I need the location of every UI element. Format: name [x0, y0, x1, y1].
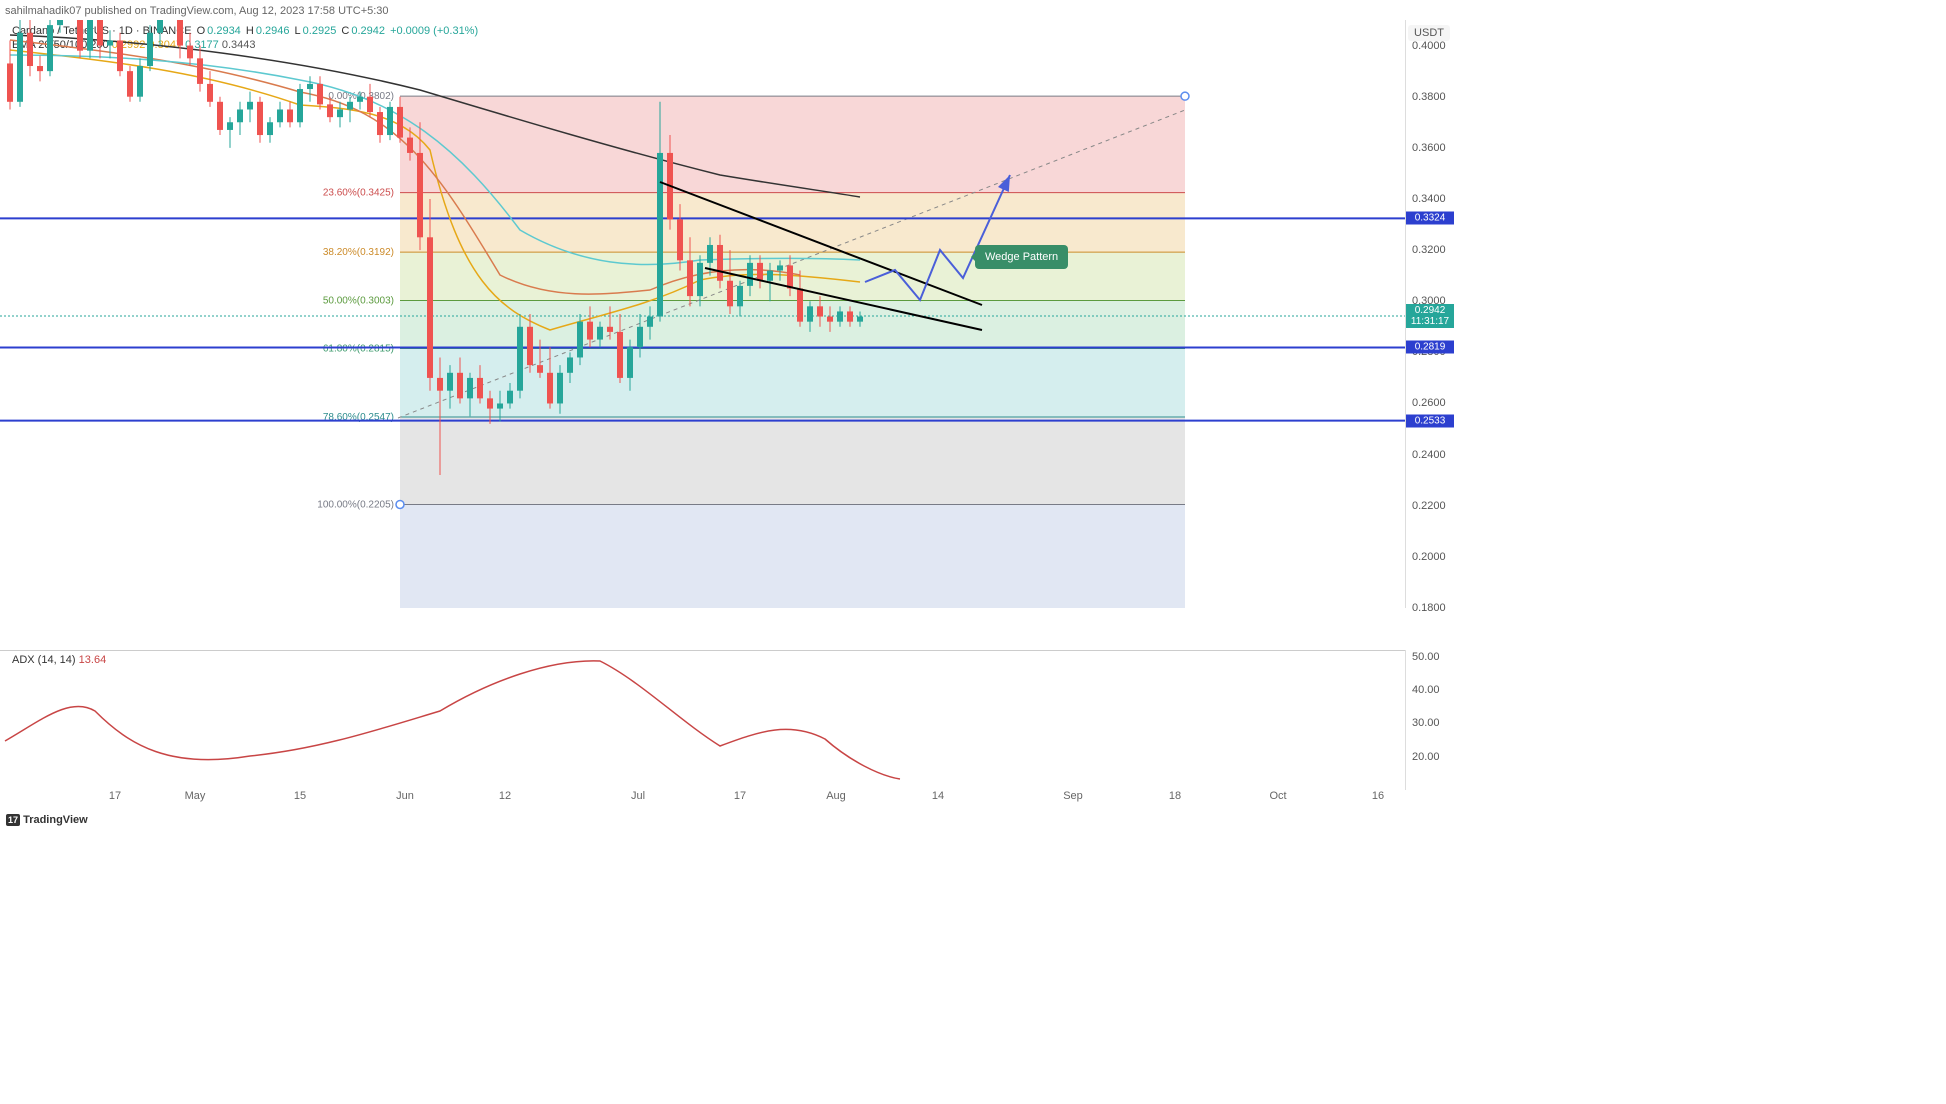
hline-badge: 0.2533 — [1406, 414, 1454, 427]
x-tick: May — [185, 790, 206, 802]
x-tick: 14 — [932, 790, 944, 802]
adx-y-tick: 20.00 — [1412, 751, 1440, 763]
svg-text:100.00%(0.2205): 100.00%(0.2205) — [317, 499, 394, 510]
tradingview-logo: 17 TradingView — [6, 814, 88, 826]
y-tick: 0.2600 — [1412, 397, 1446, 409]
x-tick: 17 — [109, 790, 121, 802]
adx-y-axis[interactable]: 50.00 40.00 30.00 20.00 — [1405, 650, 1460, 790]
x-tick: 18 — [1169, 790, 1181, 802]
y-tick: 0.3800 — [1412, 91, 1446, 103]
x-tick: Jul — [631, 790, 645, 802]
adx-y-tick: 40.00 — [1412, 684, 1440, 696]
adx-y-tick: 30.00 — [1412, 717, 1440, 729]
wedge-callout: Wedge Pattern — [975, 245, 1068, 269]
price-badge: 0.294211:31:17 — [1406, 304, 1454, 328]
y-axis[interactable]: 0.40000.38000.36000.34000.32000.30000.28… — [1405, 20, 1460, 608]
y-tick: 0.3200 — [1412, 244, 1446, 256]
svg-text:61.80%(0.2815): 61.80%(0.2815) — [323, 344, 394, 355]
x-tick: 16 — [1372, 790, 1384, 802]
y-tick: 0.4000 — [1412, 40, 1446, 52]
hline-badge: 0.3324 — [1406, 212, 1454, 225]
hline-badge: 0.2819 — [1406, 341, 1454, 354]
x-axis[interactable]: 17 May 15 Jun 12 Jul 17 Aug 14 Sep 18 Oct 16 — [0, 790, 1405, 808]
svg-text:23.60%(0.3425): 23.60%(0.3425) — [323, 188, 394, 199]
y-tick: 0.2200 — [1412, 500, 1446, 512]
y-tick: 0.1800 — [1412, 602, 1446, 614]
x-tick: Sep — [1063, 790, 1083, 802]
adx-legend: ADX (14, 14) 13.64 — [12, 654, 106, 666]
svg-text:38.20%(0.3192): 38.20%(0.3192) — [323, 247, 394, 258]
svg-text:50.00%(0.3003): 50.00%(0.3003) — [323, 295, 394, 306]
price-chart[interactable]: 0.00%(0.3802)23.60%(0.3425)38.20%(0.3192… — [0, 20, 1405, 608]
x-tick: Jun — [396, 790, 414, 802]
x-tick: 15 — [294, 790, 306, 802]
adx-y-tick: 50.00 — [1412, 651, 1440, 663]
y-tick: 0.2000 — [1412, 551, 1446, 563]
x-tick: Oct — [1269, 790, 1286, 802]
publish-info: sahilmahadik07 published on TradingView.… — [5, 5, 389, 17]
x-tick: 17 — [734, 790, 746, 802]
adx-panel[interactable]: ADX (14, 14) 13.64 — [0, 650, 1405, 790]
x-tick: 12 — [499, 790, 511, 802]
y-tick: 0.3400 — [1412, 193, 1446, 205]
y-tick: 0.2400 — [1412, 449, 1446, 461]
x-tick: Aug — [826, 790, 846, 802]
y-tick: 0.3600 — [1412, 142, 1446, 154]
